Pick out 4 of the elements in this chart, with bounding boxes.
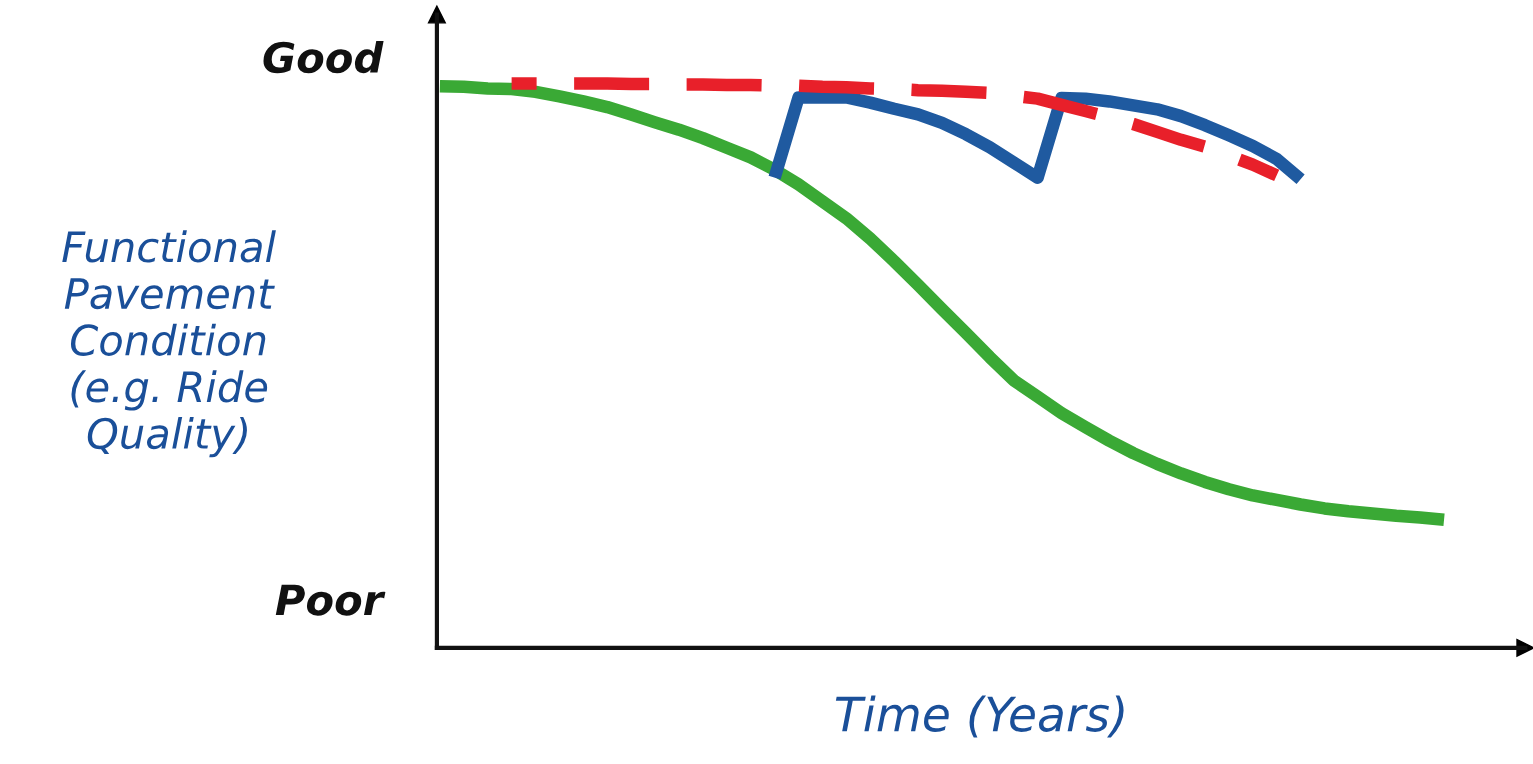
text: Good [263, 40, 384, 74]
y-axis-title: Functional Pavement Condition (e.g. Ride Quality) [62, 230, 276, 458]
text: Poor [275, 584, 386, 616]
x-axis-title: Time (Years) [835, 695, 1124, 738]
